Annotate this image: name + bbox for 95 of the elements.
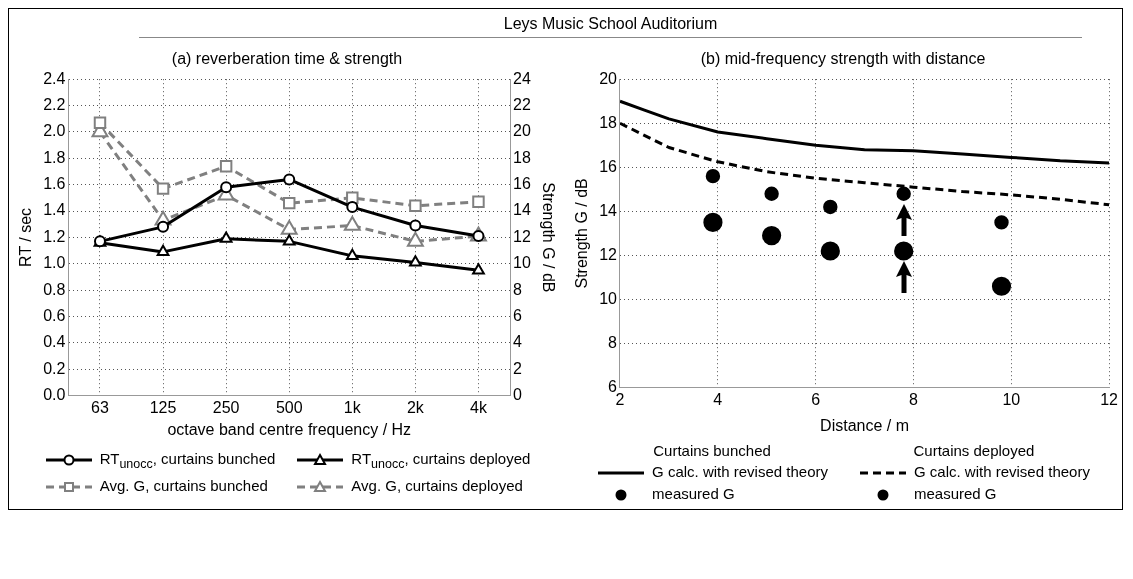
y-tick-label: 0.2: [43, 359, 66, 377]
y2-tick-label: 6: [513, 306, 522, 324]
y2-tick-label: 0: [513, 386, 522, 404]
point: [219, 231, 233, 243]
point: [703, 212, 723, 232]
point: [156, 182, 170, 195]
y-tick-label: 2.0: [43, 122, 66, 140]
y2-tick-label: 8: [513, 280, 522, 298]
y2-tick-label: 4: [513, 333, 522, 351]
legend-label: Avg. G, curtains deployed: [351, 477, 523, 494]
text: Leys Music School Auditorium: [139, 15, 1082, 38]
x-axis-title: octave band centre frequency / Hz: [167, 420, 412, 438]
point: [991, 276, 1012, 296]
point: [409, 219, 422, 232]
point: [764, 186, 779, 201]
y-axis-title: Strength G / dB: [573, 178, 591, 289]
y-tick-label: 18: [599, 113, 618, 131]
x-tick-label: 4k: [470, 398, 488, 416]
point: [346, 201, 359, 214]
x-tick-label: 2k: [406, 398, 425, 416]
point: [345, 248, 359, 260]
point: [93, 116, 107, 129]
point: [343, 215, 361, 231]
point: [894, 241, 914, 261]
point: [280, 219, 298, 235]
text: Curtains bunched: [652, 442, 772, 459]
y-tick-label: 2.2: [43, 95, 66, 113]
point: [994, 215, 1009, 230]
point: [823, 199, 838, 215]
legend-label: Avg. G, curtains bunched: [99, 477, 268, 494]
chart-title: (b) mid-frequency strength with distance: [700, 50, 986, 68]
x-tick-label: 10: [1002, 390, 1021, 408]
chart-title: (a) reverberation time & strength: [171, 50, 403, 68]
y-tick-label: 1.2: [43, 227, 66, 245]
point: [220, 181, 233, 194]
legend-label: G calc. with revised theory: [652, 463, 828, 480]
point: [409, 255, 422, 267]
y2-tick-label: 20: [513, 122, 531, 140]
line-series: [620, 121, 1110, 207]
point: [896, 186, 911, 201]
y2-tick-label: 22: [513, 95, 531, 113]
y2-tick-label: 2: [513, 359, 522, 377]
y2-tick-label: 24: [513, 69, 531, 87]
y2-tick-label: 18: [513, 148, 531, 166]
y-tick-label: 20: [599, 69, 618, 87]
x-tick-label: 8: [909, 390, 919, 408]
point: [820, 241, 840, 261]
x-tick-label: 1k: [343, 398, 362, 416]
y-tick-label: 0.4: [43, 333, 66, 351]
y2-tick-label: 12: [513, 227, 531, 245]
legend-label: measured G: [914, 485, 997, 502]
point: [762, 226, 782, 246]
y-tick-label: 1.6: [43, 175, 66, 193]
x-tick-label: 125: [149, 398, 177, 416]
point: [472, 195, 485, 209]
legend-label: RT$_{unocc}$, curtains deployed: [351, 450, 531, 471]
y-tick-label: 14: [599, 201, 618, 219]
x-tick-label: 6: [811, 390, 821, 408]
legend-label: RT$_{unocc}$, curtains bunched: [99, 450, 276, 471]
point: [283, 173, 296, 186]
point: [472, 263, 485, 275]
point: [282, 234, 296, 246]
y-tick-label: 2.4: [43, 69, 66, 87]
y-tick-label: 10: [599, 289, 618, 307]
x-axis-title: Distance / m: [820, 416, 910, 434]
y-tick-label: 0.0: [43, 386, 66, 404]
point: [282, 196, 296, 210]
y-tick-label: 1.4: [43, 201, 66, 219]
y-tick-label: 1.8: [43, 148, 66, 166]
x-tick-label: 4: [713, 390, 723, 408]
legend-label: G calc. with revised theory: [914, 463, 1090, 480]
y-tick-label: 16: [599, 157, 618, 175]
y-tick-label: 8: [608, 333, 618, 351]
legend-label: measured G: [652, 485, 735, 502]
point: [409, 199, 422, 212]
y-tick-label: 0.6: [43, 306, 66, 324]
y-tick-label: 1.0: [43, 254, 66, 272]
y2-tick-label: 10: [513, 254, 531, 272]
x-tick-label: 12: [1100, 390, 1119, 408]
y-tick-label: 0.8: [43, 280, 66, 298]
text: Curtains deployed: [912, 442, 1036, 459]
point: [219, 159, 233, 173]
x-tick-label: 250: [212, 398, 240, 416]
point: [156, 244, 170, 256]
y-tick-label: 12: [599, 245, 618, 263]
point: [157, 220, 170, 233]
x-tick-label: 2: [615, 390, 625, 408]
y2-axis-title: Strength G / dB: [539, 182, 557, 293]
x-tick-label: 500: [275, 398, 303, 416]
point: [705, 168, 721, 184]
y-axis-title: RT / sec: [17, 207, 35, 267]
x-tick-label: 63: [91, 398, 109, 416]
y2-tick-label: 14: [513, 201, 531, 219]
point: [406, 231, 424, 247]
y2-tick-label: 16: [513, 175, 531, 193]
